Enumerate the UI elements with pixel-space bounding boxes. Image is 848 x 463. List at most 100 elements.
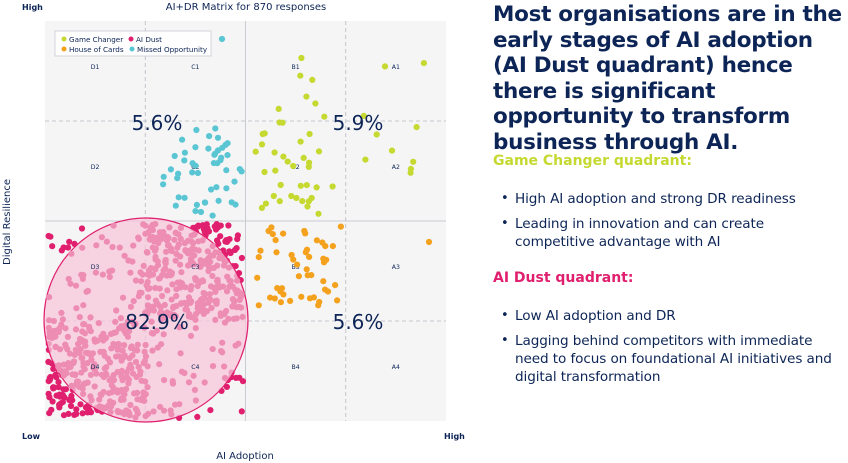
point-missed-opportunity bbox=[215, 197, 222, 204]
point-ai-dust bbox=[238, 408, 245, 415]
point-house-of-cards bbox=[322, 286, 329, 293]
point-game-changer bbox=[362, 156, 369, 163]
point-missed-opportunity bbox=[181, 149, 188, 156]
point-ai-dust bbox=[59, 399, 66, 406]
point-ai-dust bbox=[172, 229, 179, 236]
point-ai-dust bbox=[238, 254, 245, 262]
point-ai-dust bbox=[110, 372, 117, 379]
point-house-of-cards bbox=[271, 295, 278, 302]
point-missed-opportunity bbox=[167, 166, 174, 173]
point-ai-dust bbox=[201, 379, 208, 386]
point-ai-dust bbox=[87, 328, 94, 335]
point-ai-dust bbox=[169, 378, 176, 385]
headline: Most organisations are in the early stag… bbox=[493, 2, 842, 155]
point-ai-dust bbox=[49, 398, 56, 405]
point-ai-dust bbox=[214, 262, 221, 269]
point-ai-dust bbox=[105, 402, 112, 409]
point-house-of-cards bbox=[288, 251, 295, 259]
point-ai-dust bbox=[153, 327, 160, 334]
point-house-of-cards bbox=[272, 237, 279, 244]
point-ai-dust bbox=[49, 243, 56, 250]
point-ai-dust bbox=[60, 244, 67, 251]
cell-label-d2: D2 bbox=[91, 164, 100, 171]
point-ai-dust bbox=[77, 401, 84, 408]
legend-swatch-game-changer bbox=[61, 36, 67, 42]
point-ai-dust bbox=[68, 382, 75, 389]
points-inside-highlight bbox=[45, 221, 246, 421]
point-ai-dust bbox=[217, 233, 224, 240]
point-ai-dust bbox=[51, 384, 58, 391]
list-item: Leading in innovation and can create com… bbox=[493, 215, 843, 251]
point-ai-dust bbox=[225, 222, 232, 229]
point-game-changer bbox=[388, 147, 396, 154]
point-game-changer bbox=[360, 112, 367, 119]
point-ai-dust bbox=[232, 286, 239, 293]
point-ai-dust bbox=[226, 277, 233, 284]
point-ai-dust bbox=[135, 293, 142, 300]
point-ai-dust bbox=[167, 245, 175, 252]
point-ai-dust bbox=[195, 238, 202, 245]
point-ai-dust bbox=[145, 294, 152, 301]
point-ai-dust bbox=[209, 243, 216, 250]
point-missed-opportunity bbox=[209, 212, 216, 219]
point-ai-dust bbox=[197, 263, 204, 270]
point-ai-dust bbox=[187, 286, 194, 293]
point-game-changer bbox=[306, 159, 313, 166]
point-ai-dust bbox=[182, 284, 189, 291]
cell-label-d4: D4 bbox=[91, 364, 100, 371]
point-missed-opportunity bbox=[194, 169, 201, 177]
point-missed-opportunity bbox=[171, 152, 178, 160]
point-ai-dust bbox=[140, 262, 147, 269]
point-ai-dust bbox=[101, 365, 108, 372]
point-ai-dust bbox=[79, 328, 86, 335]
point-ai-dust bbox=[152, 253, 159, 260]
point-ai-dust bbox=[209, 272, 216, 280]
point-ai-dust bbox=[161, 377, 168, 384]
point-ai-dust bbox=[191, 386, 198, 393]
point-ai-dust bbox=[167, 407, 174, 414]
point-ai-dust bbox=[70, 358, 78, 365]
point-game-changer bbox=[297, 138, 304, 145]
point-ai-dust bbox=[200, 226, 207, 233]
point-ai-dust bbox=[46, 294, 53, 301]
point-ai-dust bbox=[45, 232, 52, 240]
point-ai-dust bbox=[223, 307, 230, 315]
point-ai-dust bbox=[116, 353, 123, 360]
point-ai-dust bbox=[205, 299, 212, 306]
point-ai-dust bbox=[72, 326, 80, 333]
ai-dust-bullet-list: Low AI adoption and DR Lagging behind co… bbox=[493, 307, 843, 393]
point-ai-dust bbox=[190, 372, 197, 379]
point-ai-dust bbox=[103, 371, 110, 378]
point-ai-dust bbox=[192, 397, 199, 404]
point-game-changer bbox=[300, 154, 307, 161]
point-game-changer bbox=[303, 182, 310, 189]
point-game-changer bbox=[284, 158, 291, 165]
point-ai-dust bbox=[89, 350, 96, 357]
point-ai-dust bbox=[145, 228, 152, 236]
point-ai-dust bbox=[157, 308, 165, 316]
point-ai-dust bbox=[212, 316, 219, 323]
point-ai-dust bbox=[230, 315, 237, 322]
point-ai-dust bbox=[201, 290, 208, 297]
point-ai-dust bbox=[233, 374, 240, 381]
point-missed-opportunity bbox=[224, 152, 231, 159]
point-ai-dust bbox=[92, 269, 99, 276]
point-ai-dust bbox=[78, 225, 86, 232]
point-ai-dust bbox=[88, 356, 95, 363]
point-ai-dust bbox=[88, 397, 95, 404]
point-ai-dust bbox=[203, 308, 211, 315]
point-ai-dust bbox=[187, 260, 194, 267]
point-ai-dust bbox=[82, 342, 89, 349]
point-ai-dust bbox=[188, 232, 195, 239]
point-ai-dust bbox=[60, 386, 67, 393]
point-ai-dust bbox=[192, 325, 199, 332]
point-ai-dust bbox=[172, 313, 179, 320]
cell-label-a1: A1 bbox=[392, 64, 400, 71]
point-ai-dust bbox=[172, 401, 179, 408]
point-missed-opportunity bbox=[160, 181, 167, 188]
point-ai-dust bbox=[130, 242, 137, 249]
point-ai-dust bbox=[150, 408, 157, 415]
point-ai-dust bbox=[177, 323, 184, 330]
point-ai-dust bbox=[46, 377, 53, 384]
point-ai-dust bbox=[72, 282, 80, 289]
